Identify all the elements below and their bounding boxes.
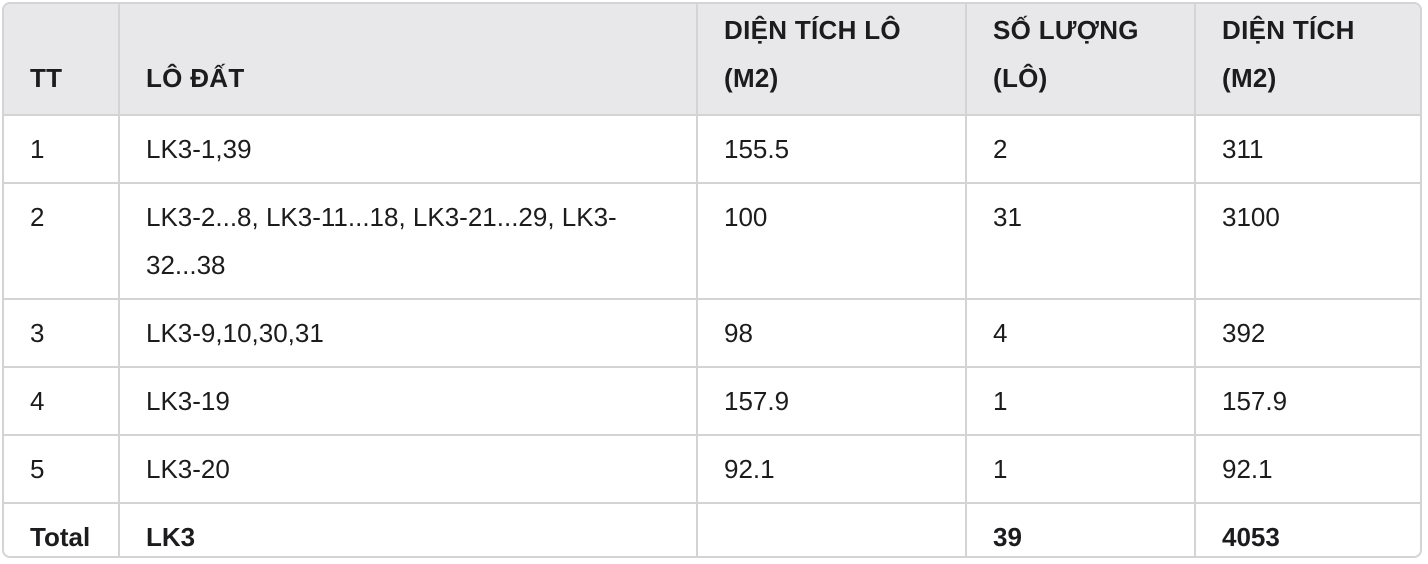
total-row: Total LK3 39 4053: [4, 503, 1420, 556]
cell-lo-dat: LK3-9,10,30,31: [119, 299, 698, 368]
cell-so-luong: 4: [966, 299, 1196, 368]
cell-so-luong: 2: [966, 115, 1196, 184]
cell-dien-tich: 92.1: [1195, 435, 1420, 504]
cell-dien-tich-lo: 100: [697, 183, 967, 300]
cell-so-luong: 1: [966, 435, 1196, 504]
cell-so-luong: 1: [966, 367, 1196, 436]
cell-dien-tich: 311: [1195, 115, 1420, 184]
total-so-luong: 39: [966, 503, 1196, 556]
cell-dien-tich: 157.9: [1195, 367, 1420, 436]
cell-tt: 1: [4, 115, 120, 184]
cell-lo-dat: LK3-1,39: [119, 115, 698, 184]
header-tt: TT: [4, 4, 120, 116]
cell-dien-tich-lo: 98: [697, 299, 967, 368]
cell-tt: 2: [4, 183, 120, 300]
header-dien-tich-lo: DIỆN TÍCH LÔ (M2): [697, 4, 967, 116]
cell-dien-tich-lo: 92.1: [697, 435, 967, 504]
header-so-luong: SỐ LƯỢNG (LÔ): [966, 4, 1196, 116]
table-row: 4 LK3-19 157.9 1 157.9: [4, 367, 1420, 436]
cell-tt: 4: [4, 367, 120, 436]
cell-dien-tich: 3100: [1195, 183, 1420, 300]
table-row: 1 LK3-1,39 155.5 2 311: [4, 115, 1420, 184]
cell-lo-dat: LK3-2...8, LK3-11...18, LK3-21...29, LK3…: [119, 183, 698, 300]
cell-dien-tich: 392: [1195, 299, 1420, 368]
cell-lo-dat: LK3-19: [119, 367, 698, 436]
total-dien-tich: 4053: [1222, 522, 1280, 552]
cell-dien-tich-lo: 155.5: [697, 115, 967, 184]
table-row: 3 LK3-9,10,30,31 98 4 392: [4, 299, 1420, 368]
cell-so-luong: 31: [966, 183, 1196, 300]
total-label: Total: [4, 503, 120, 556]
cell-tt: 3: [4, 299, 120, 368]
cell-tt: 5: [4, 435, 120, 504]
table-row: 2 LK3-2...8, LK3-11...18, LK3-21...29, L…: [4, 183, 1420, 300]
total-lo-dat: LK3: [119, 503, 698, 556]
land-lot-table: TT LÔ ĐẤT DIỆN TÍCH LÔ (M2) SỐ LƯỢNG (LÔ…: [4, 4, 1420, 556]
header-dien-tich: DIỆN TÍCH (M2): [1195, 4, 1420, 116]
table-row: 5 LK3-20 92.1 1 92.1: [4, 435, 1420, 504]
cell-lo-dat: LK3-20: [119, 435, 698, 504]
header-row: TT LÔ ĐẤT DIỆN TÍCH LÔ (M2) SỐ LƯỢNG (LÔ…: [4, 4, 1420, 116]
table-body: 1 LK3-1,39 155.5 2 311 2 LK3-2...8, LK3-…: [4, 115, 1420, 556]
cell-dien-tich-lo: 157.9: [697, 367, 967, 436]
header-lo-dat: LÔ ĐẤT: [119, 4, 698, 116]
table-header: TT LÔ ĐẤT DIỆN TÍCH LÔ (M2) SỐ LƯỢNG (LÔ…: [4, 4, 1420, 116]
total-dien-tich-lo: [697, 503, 967, 556]
